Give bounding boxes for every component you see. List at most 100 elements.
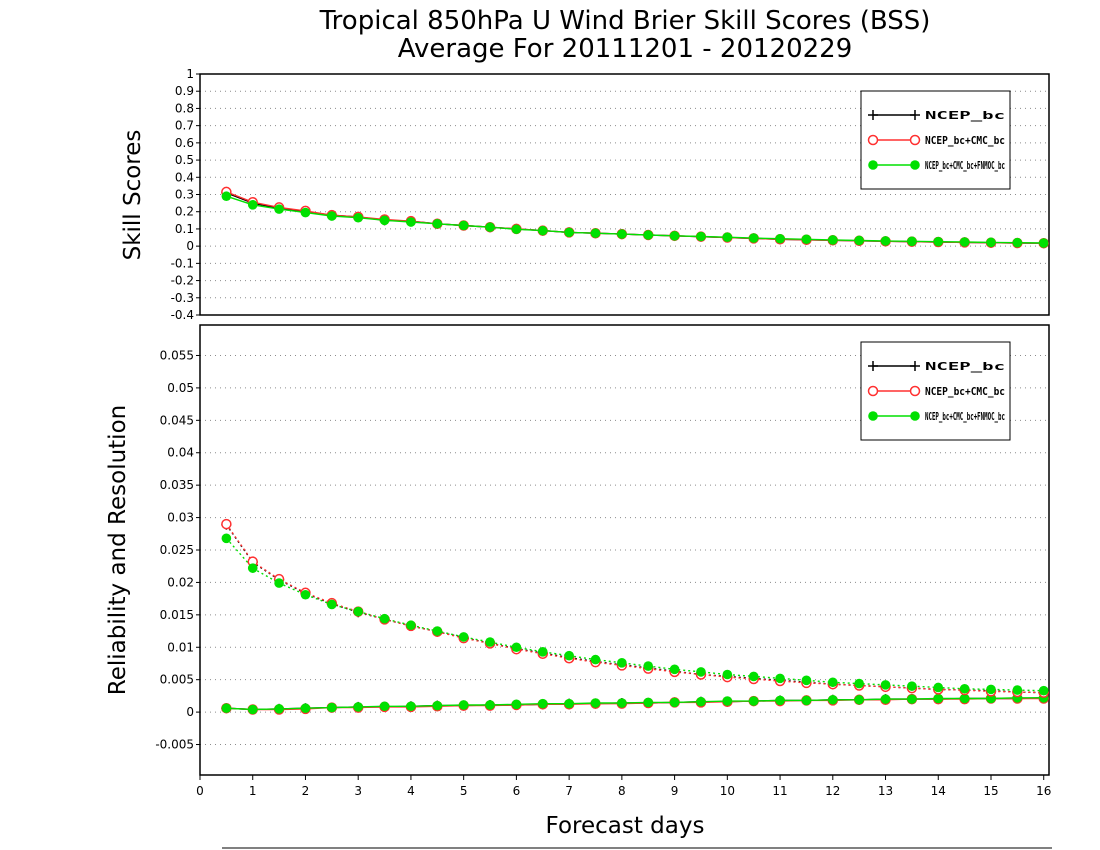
data-point-filled-circle <box>327 211 337 221</box>
data-point-open-circle <box>221 518 232 530</box>
x-tick-label: 5 <box>460 784 468 798</box>
data-point-filled-circle <box>801 675 812 686</box>
series-line <box>226 697 1044 711</box>
series-2 <box>221 693 1049 715</box>
data-point-filled-circle <box>986 237 996 248</box>
data-point-filled-circle <box>748 671 759 682</box>
data-point-filled-circle <box>221 703 232 714</box>
x-axis: 0 1 2 3 4 5 6 7 8 9 10 11 12 13 14 15 16 <box>196 775 1051 798</box>
data-point-filled-circle <box>327 599 337 610</box>
data-point-filled-circle <box>432 218 443 229</box>
y-tick-label: 0.045 <box>160 413 194 427</box>
data-point-filled-circle <box>748 696 759 706</box>
data-point-filled-circle <box>1038 685 1049 696</box>
data-point-filled-circle <box>537 647 548 657</box>
data-point-filled-circle <box>775 673 785 684</box>
x-axis-label: Forecast days <box>546 813 705 839</box>
data-point-filled-circle <box>458 220 469 231</box>
data-point-filled-circle <box>537 698 548 709</box>
data-point-filled-circle <box>959 237 970 247</box>
data-point-filled-circle <box>1038 238 1049 248</box>
data-point-filled-circle <box>933 682 944 693</box>
data-point-filled-circle <box>722 696 733 706</box>
series-3 <box>221 191 1049 248</box>
data-point-filled-circle <box>827 677 838 688</box>
data-point-open-circle <box>909 134 921 146</box>
x-tick-label: 11 <box>772 784 787 798</box>
data-point-filled-circle <box>379 701 390 712</box>
data-point-filled-circle <box>986 693 996 704</box>
data-point-filled-circle <box>274 204 284 214</box>
data-point-filled-circle <box>910 160 920 170</box>
data-point-filled-circle <box>564 650 574 661</box>
x-tick-label: 3 <box>354 784 362 798</box>
y-tick-label: -0.005 <box>155 738 194 752</box>
data-point-filled-circle <box>485 637 495 647</box>
y-tick-label: -0.2 <box>171 274 194 288</box>
y-tick-label: 0.1 <box>175 222 194 236</box>
plot-frame <box>199 73 1050 316</box>
data-point-filled-circle <box>432 700 443 711</box>
series-6 <box>221 533 1049 696</box>
data-point-filled-circle <box>511 224 522 235</box>
y-tick-label: 0.055 <box>160 348 194 362</box>
data-point-filled-circle <box>537 225 548 236</box>
data-point-filled-circle <box>643 697 654 708</box>
y-tick-label: 0.025 <box>160 543 194 557</box>
y-tick-label: -0.4 <box>171 308 194 322</box>
legend-label: NCEP_bc+CMC_bc+FNMOC_bc <box>925 159 1005 172</box>
data-point-filled-circle <box>722 232 733 242</box>
y-tick-label: 1 <box>186 67 194 81</box>
data-point-filled-circle <box>827 694 838 705</box>
y-tick-label: 0.03 <box>167 511 194 525</box>
chart-title: Tropical 850hPa U Wind Brier Skill Score… <box>319 6 931 36</box>
y-tick-label: 0.5 <box>175 153 194 167</box>
data-point-filled-circle <box>617 698 627 708</box>
data-point-filled-circle <box>590 228 601 239</box>
data-point-filled-circle <box>854 678 864 689</box>
data-point-filled-circle <box>485 700 495 710</box>
data-point-filled-circle <box>880 236 891 246</box>
data-point-filled-circle <box>959 693 970 704</box>
data-point-filled-circle <box>353 702 363 712</box>
data-point-filled-circle <box>854 235 864 246</box>
legend-label: NCEP_bc+CMC_bc <box>925 385 1005 398</box>
data-point-filled-circle <box>868 411 878 421</box>
data-point-open-circle <box>867 134 879 146</box>
data-point-filled-circle <box>379 215 390 226</box>
data-point-filled-circle <box>801 695 812 706</box>
legend: NCEP_bc NCEP_bc+CMC_bc NCEP_bc+CMC_bc+FNMO… <box>860 90 1011 190</box>
series-line <box>225 537 1044 692</box>
y-tick-label: 0.8 <box>175 101 194 115</box>
skill-scores-panel: 1 0.9 0.8 0.7 0.6 0.5 0.4 0.3 0.2 0.1 0 -0.1 -0.2 -0.… <box>120 67 1050 322</box>
x-tick-label: 8 <box>618 784 626 798</box>
x-tick-label: 14 <box>931 784 946 798</box>
data-point-filled-circle <box>722 669 733 680</box>
data-point-filled-circle <box>274 704 284 714</box>
y-tick-label: 0.4 <box>175 170 194 184</box>
reliability-resolution-panel: 0.055 0.05 0.045 0.04 0.035 0.03 0.025 0.02 0.01… <box>105 324 1050 776</box>
data-point-filled-circle <box>696 231 706 242</box>
data-point-filled-circle <box>669 231 680 241</box>
x-tick-label: 1 <box>249 784 257 798</box>
y-tick-label: 0.6 <box>175 136 194 150</box>
data-point-filled-circle <box>1012 685 1023 695</box>
data-point-filled-circle <box>986 684 996 695</box>
plot-frame <box>199 324 1050 776</box>
series-line <box>226 195 1044 244</box>
x-tick-label: 9 <box>671 784 679 798</box>
x-tick-label: 2 <box>302 784 310 798</box>
y-tick-label: -0.3 <box>171 291 194 305</box>
y-tick-label: 0.02 <box>167 575 194 589</box>
data-point-filled-circle <box>247 704 258 715</box>
data-point-filled-circle <box>880 694 891 704</box>
data-point-open-circle <box>909 385 921 397</box>
data-point-filled-circle <box>933 236 944 247</box>
y-tick-label: 0.05 <box>167 381 194 395</box>
y-tick-label: 0.035 <box>160 478 194 492</box>
data-point-filled-circle <box>406 620 416 631</box>
legend: NCEP_bc NCEP_bc+CMC_bc NCEP_bc+CMC_bc+FNMO… <box>860 341 1011 441</box>
data-point-filled-circle <box>933 693 944 704</box>
series-line <box>225 523 1044 694</box>
data-point-filled-circle <box>696 696 706 707</box>
